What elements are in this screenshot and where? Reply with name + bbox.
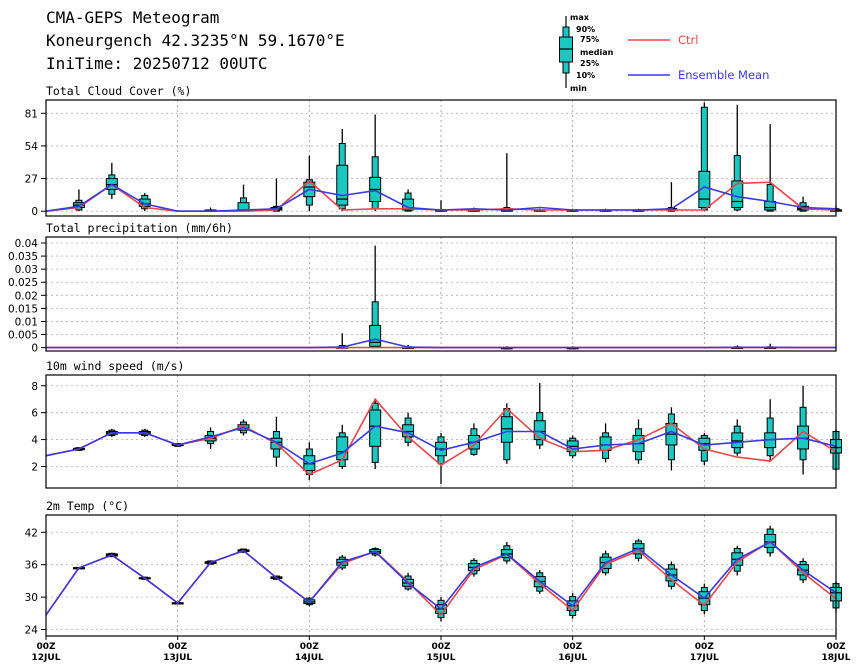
wind-speed-panel: 10m wind speed (m/s) 2 4 6 8 (31, 359, 842, 489)
box-inner (336, 436, 349, 461)
location-label: Koneurgench 42.3235°N 59.1670°E (46, 31, 345, 50)
cloud-cover-box (698, 102, 711, 212)
wind-speed-boxes (72, 383, 842, 484)
cloud-cover-box (369, 114, 382, 212)
line-legend: Ctrl Ensemble Mean (628, 33, 769, 82)
cloud-cover-ytick-label: 0 (31, 206, 38, 218)
xtick-date-label: 18JUL (822, 653, 851, 663)
box-inner (500, 416, 513, 443)
xtick-time-label: 00Z (695, 642, 715, 652)
cloud-cover-panel: Total Cloud Cover (%) 0 27 54 81 (25, 84, 842, 218)
precipitation-frame (45, 236, 837, 352)
precipitation-ytick-label: 0.015 (8, 303, 38, 315)
legend-label-10: 10% (576, 71, 595, 80)
box-inner (369, 409, 382, 447)
xtick-date-label: 13JUL (163, 653, 192, 663)
legend-label-90: 90% (576, 25, 595, 34)
cloud-cover-mean-series (45, 183, 837, 212)
precipitation-ytick-label: 0.04 (15, 238, 39, 250)
precipitation-ytick-label: 0.02 (15, 290, 38, 302)
precipitation-ytick-label: 0.03 (15, 264, 38, 276)
cloud-cover-ytick-label: 27 (25, 174, 38, 186)
wind-speed-box (731, 419, 744, 456)
precipitation-panel: Total precipitation (mm/6h)00.0050.010.0… (8, 221, 837, 355)
cloud-cover-boxes (72, 102, 842, 212)
wind-speed-box (797, 385, 810, 475)
cloud-cover-box (105, 162, 118, 200)
xtick-time-label: 00Z (36, 642, 56, 652)
precipitation-ytick-label: 0.01 (15, 316, 38, 328)
wind-speed-box (435, 432, 447, 484)
cloud-cover-ytick-label: 54 (25, 141, 39, 153)
wind-speed-ytick-label: 6 (31, 408, 38, 420)
legend-ctrl-label: Ctrl (678, 33, 698, 47)
cloud-cover-title: Total Cloud Cover (%) (46, 84, 191, 98)
wind-speed-box (402, 412, 415, 447)
precipitation-ytick-label: 0.025 (8, 277, 38, 289)
legend-label-median: median (580, 48, 614, 57)
wind-speed-box (336, 424, 349, 470)
xtick-time-label: 00Z (826, 642, 846, 652)
box-inner (533, 420, 546, 441)
xtick-date-label: 12JUL (32, 653, 61, 663)
wind-speed-box (369, 399, 382, 470)
legend-label-max: max (570, 13, 590, 22)
wind-speed-box (665, 407, 678, 471)
temperature-panel: 2m Temp (°C) 24 30 36 42 (25, 499, 842, 637)
legend-label-25: 25% (580, 59, 599, 68)
precipitation-ytick-label: 0 (31, 343, 38, 355)
init-time-label: IniTime: 20250712 00UTC (46, 54, 268, 73)
precipitation-boxes (336, 245, 777, 350)
precipitation-mean-series (46, 338, 836, 349)
box-inner (336, 164, 349, 206)
legend-mean-label: Ensemble Mean (678, 68, 769, 82)
legend-label-75: 75% (580, 35, 599, 44)
box-inner (369, 324, 382, 347)
precipitation-title: Total precipitation (mm/6h) (46, 221, 233, 235)
cloud-cover-box (237, 184, 250, 212)
temperature-mean-series (45, 541, 837, 616)
box-inner (731, 180, 744, 209)
xtick-time-label: 00Z (300, 642, 320, 652)
cloud-cover-box (336, 129, 349, 212)
precipitation-ytick-label: 0.005 (8, 330, 38, 342)
precipitation-ytick-label: 0.035 (8, 251, 38, 263)
temperature-box (500, 542, 513, 564)
wind-speed-ytick-label: 8 (31, 381, 38, 393)
xtick-date-label: 14JUL (295, 653, 324, 663)
xtick-date-label: 16JUL (558, 653, 587, 663)
wind-speed-ytick-label: 2 (31, 461, 38, 473)
cloud-cover-ytick-label: 81 (25, 108, 38, 120)
wind-speed-title: 10m wind speed (m/s) (46, 359, 184, 373)
wind-speed-box (599, 423, 612, 463)
wind-speed-mean-series (45, 425, 837, 465)
wind-speed-box (764, 399, 777, 462)
temperature-box (731, 545, 744, 576)
box-legend: max 90% 75% median 25% 10% min (559, 13, 614, 93)
temperature-ytick-label: 36 (25, 560, 39, 572)
box-outer (766, 184, 774, 212)
xtick-time-label: 00Z (563, 642, 583, 652)
chart-title: CMA-GEPS Meteogram (46, 8, 219, 27)
x-axis: 00Z12JUL00Z13JUL00Z14JUL00Z15JUL00Z16JUL… (32, 636, 851, 663)
xtick-time-label: 00Z (431, 642, 451, 652)
xtick-time-label: 00Z (168, 642, 188, 652)
wind-speed-ytick-label: 4 (31, 435, 38, 447)
cloud-cover-frame (45, 99, 837, 217)
xtick-date-label: 17JUL (690, 653, 719, 663)
precipitation-box (369, 245, 382, 349)
cloud-cover-box (500, 153, 513, 212)
legend-label-min: min (570, 84, 587, 93)
xtick-date-label: 15JUL (427, 653, 456, 663)
wind-speed-frame (45, 374, 837, 489)
box-inner (731, 432, 744, 449)
temperature-ytick-label: 42 (25, 527, 38, 539)
cloud-cover-box (764, 124, 777, 212)
temperature-boxes (72, 525, 842, 622)
temperature-title: 2m Temp (°C) (46, 499, 129, 513)
temperature-ytick-label: 30 (25, 592, 38, 604)
temperature-ytick-label: 24 (25, 625, 39, 637)
